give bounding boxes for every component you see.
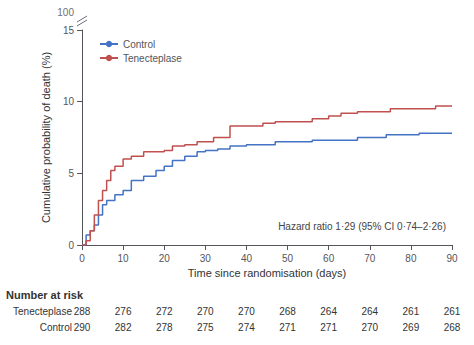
svg-text:271: 271 (279, 322, 296, 333)
svg-text:Number at risk: Number at risk (6, 289, 84, 301)
svg-text:272: 272 (156, 306, 173, 317)
svg-text:10: 10 (118, 253, 130, 264)
svg-text:282: 282 (115, 322, 132, 333)
svg-text:10: 10 (63, 96, 75, 107)
svg-text:270: 270 (197, 306, 214, 317)
svg-text:270: 270 (361, 322, 378, 333)
svg-text:278: 278 (156, 322, 173, 333)
svg-text:269: 269 (403, 322, 420, 333)
svg-text:0: 0 (79, 253, 85, 264)
svg-text:Cumulative probability of deat: Cumulative probability of death (%) (40, 52, 52, 223)
svg-text:261: 261 (403, 306, 420, 317)
svg-text:60: 60 (323, 253, 335, 264)
svg-text:290: 290 (74, 322, 91, 333)
svg-text:0: 0 (68, 240, 74, 251)
svg-text:5: 5 (68, 168, 74, 179)
svg-text:Control: Control (123, 39, 155, 50)
svg-text:288: 288 (74, 306, 91, 317)
svg-text:271: 271 (320, 322, 337, 333)
svg-text:50: 50 (282, 253, 294, 264)
svg-text:40: 40 (241, 253, 253, 264)
svg-text:270: 270 (238, 306, 255, 317)
svg-text:15: 15 (63, 25, 75, 36)
svg-text:Tenecteplase: Tenecteplase (123, 53, 182, 64)
svg-text:100: 100 (57, 7, 74, 18)
svg-text:Control: Control (40, 322, 72, 333)
svg-text:274: 274 (238, 322, 255, 333)
svg-text:276: 276 (115, 306, 132, 317)
svg-text:275: 275 (197, 322, 214, 333)
svg-text:70: 70 (364, 253, 376, 264)
svg-text:268: 268 (279, 306, 296, 317)
svg-text:80: 80 (405, 253, 417, 264)
svg-text:Time since randomisation (days: Time since randomisation (days) (188, 267, 347, 279)
svg-text:30: 30 (200, 253, 212, 264)
svg-text:Hazard ratio 1·29 (95% CI 0·74: Hazard ratio 1·29 (95% CI 0·74–2·26) (278, 221, 446, 232)
svg-text:Tenecteplase: Tenecteplase (13, 306, 72, 317)
svg-text:264: 264 (320, 306, 337, 317)
svg-text:268: 268 (444, 322, 461, 333)
svg-text:261: 261 (444, 306, 461, 317)
svg-text:90: 90 (446, 253, 458, 264)
svg-text:20: 20 (159, 253, 171, 264)
svg-text:264: 264 (361, 306, 378, 317)
